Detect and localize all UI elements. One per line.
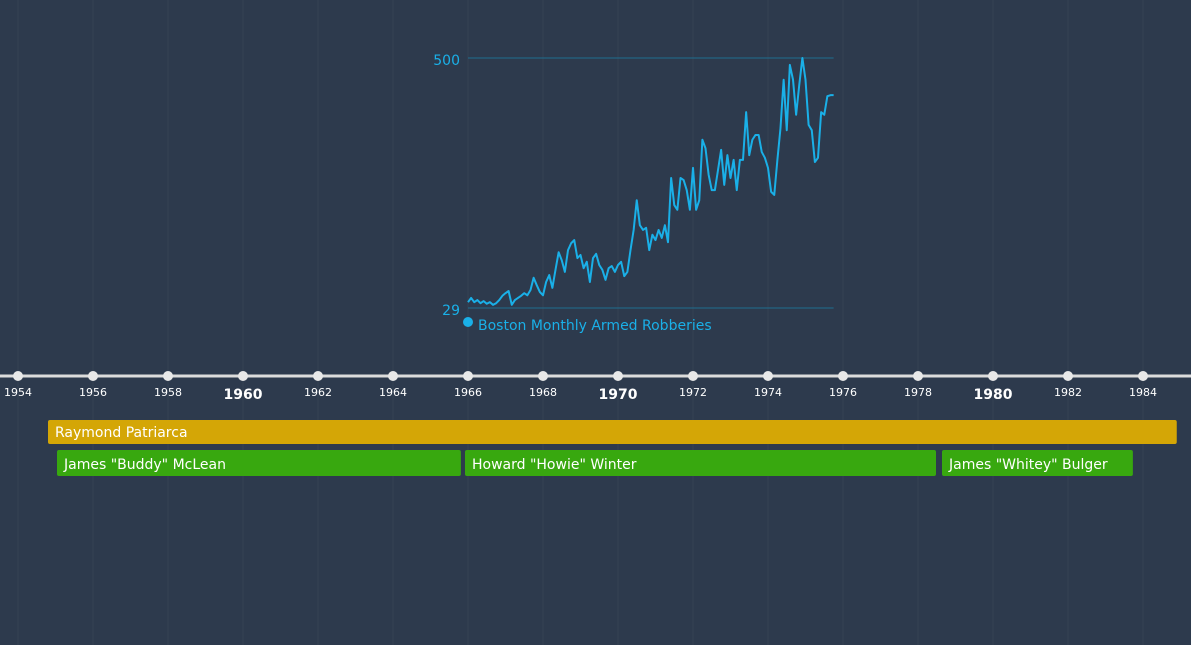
y-tick-label: 500	[433, 53, 460, 69]
x-tick-label: 1968	[529, 386, 557, 399]
bar-label: James "Buddy" McLean	[63, 457, 226, 473]
bar-label: Raymond Patriarca	[55, 425, 188, 441]
tick-mark	[988, 371, 998, 381]
x-tick-label: 1972	[679, 386, 707, 399]
x-tick-label: 1984	[1129, 386, 1157, 399]
timeline-bar[interactable]	[942, 450, 1133, 476]
tick-mark	[613, 371, 623, 381]
bar-label: James "Whitey" Bulger	[948, 457, 1108, 473]
x-tick-label: 1954	[4, 386, 32, 399]
tick-mark	[238, 371, 248, 381]
tick-mark	[163, 371, 173, 381]
x-tick-label: 1962	[304, 386, 332, 399]
x-tick-label: 1970	[599, 387, 638, 403]
tick-mark	[313, 371, 323, 381]
tick-mark	[838, 371, 848, 381]
timeline-bar[interactable]	[465, 450, 936, 476]
x-tick-label: 1958	[154, 386, 182, 399]
timeline-bar[interactable]	[48, 420, 1177, 444]
tick-mark	[1063, 371, 1073, 381]
x-tick-label: 1980	[974, 387, 1013, 403]
tick-mark	[88, 371, 98, 381]
x-tick-label: 1960	[224, 387, 263, 403]
x-tick-label: 1974	[754, 386, 782, 399]
x-tick-label: 1978	[904, 386, 932, 399]
y-tick-label: 29	[442, 303, 460, 319]
bar-label: Howard "Howie" Winter	[472, 457, 637, 473]
x-tick-label: 1956	[79, 386, 107, 399]
timeline-bar[interactable]	[57, 450, 461, 476]
tick-mark	[388, 371, 398, 381]
x-tick-label: 1964	[379, 386, 407, 399]
data-line	[467, 57, 834, 306]
tick-mark	[913, 371, 923, 381]
tick-mark	[538, 371, 548, 381]
x-tick-label: 1966	[454, 386, 482, 399]
x-tick-label: 1982	[1054, 386, 1082, 399]
legend-label[interactable]: Boston Monthly Armed Robberies	[478, 318, 712, 334]
tick-mark	[1138, 371, 1148, 381]
tick-mark	[13, 371, 23, 381]
tick-mark	[763, 371, 773, 381]
x-tick-label: 1976	[829, 386, 857, 399]
legend-marker	[463, 317, 473, 327]
tick-mark	[463, 371, 473, 381]
tick-mark	[688, 371, 698, 381]
